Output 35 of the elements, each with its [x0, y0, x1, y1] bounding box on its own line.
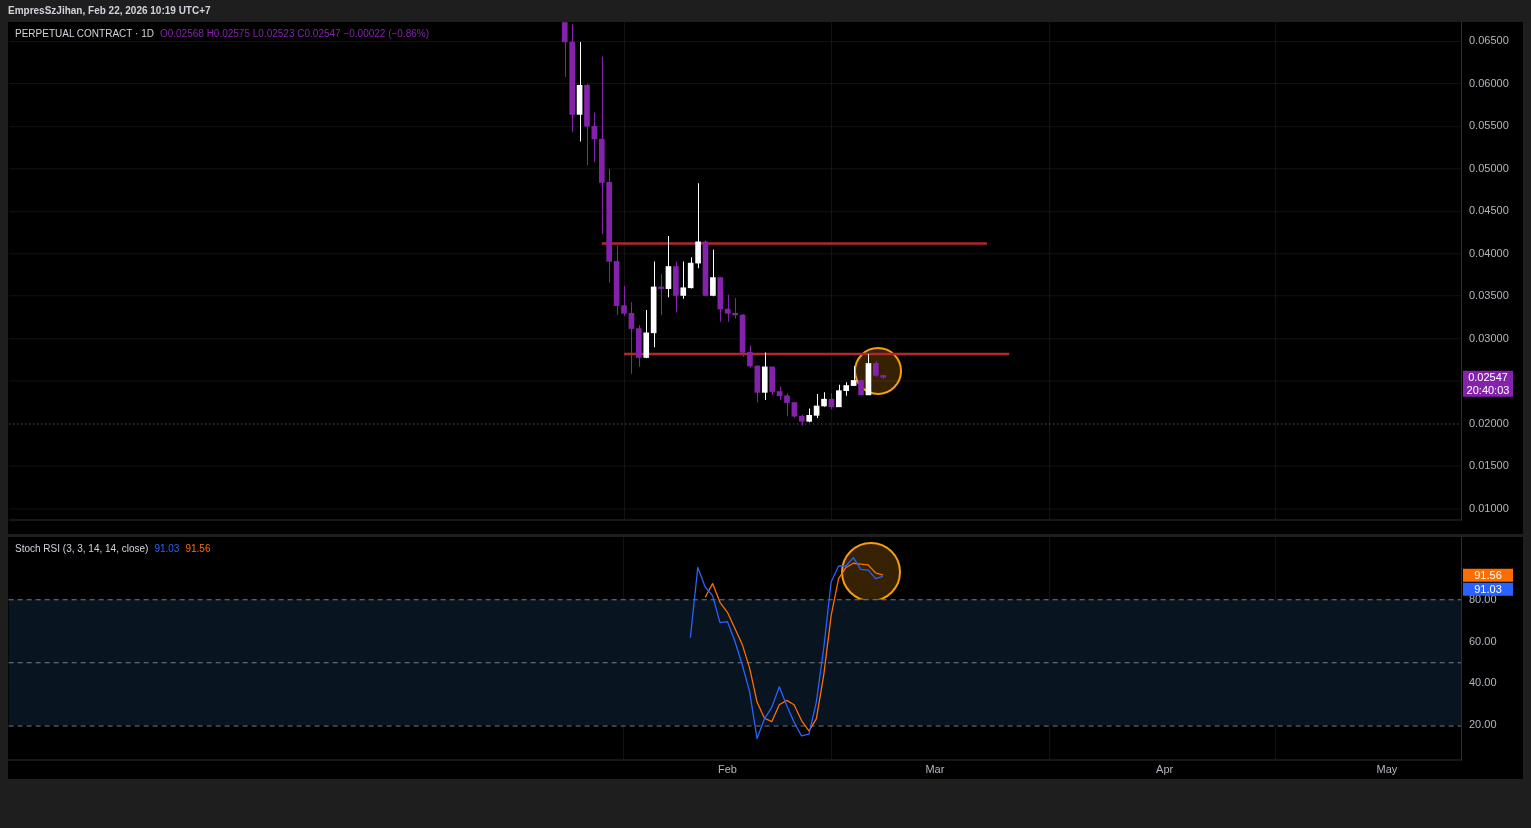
candlestick — [798, 414, 805, 427]
y-tick-label: 0.01500 — [1469, 459, 1509, 472]
candlestick — [673, 261, 679, 314]
candlestick — [680, 261, 687, 300]
y-tick-label: 0.05500 — [1469, 119, 1509, 132]
text: PERPETUAL CONTRACT · 1D — [15, 28, 154, 39]
y-tick-label: 0.03500 — [1469, 289, 1509, 302]
x-tick-label: May — [1376, 763, 1398, 776]
candlestick — [710, 249, 716, 298]
y-tick-label: 40.00 — [1469, 676, 1497, 689]
candlestick — [806, 408, 813, 424]
annotation: O0.02568 H0.02575 L0.02523 C0.02547 −0.00022 (−0.86%) — [159, 28, 430, 39]
y-tick-label: 0.06000 — [1469, 77, 1509, 90]
x-tick-label: Apr — [1156, 763, 1174, 776]
chart-subtitle: EmpresSzJihan, Feb 22, 2026 10:19 UTC+7 — [8, 5, 211, 16]
y-tick-label: 0.06500 — [1469, 34, 1509, 47]
y-tick-label: 0.01000 — [1469, 502, 1509, 515]
candlestick — [784, 393, 790, 418]
text: Stoch RSI (3, 3, 14, 14, close) — [15, 543, 149, 554]
y-tick-label: 0.03000 — [1469, 332, 1509, 345]
y-tick-label: 20.00 — [1469, 718, 1497, 731]
text: 91.56 — [1474, 569, 1502, 582]
annotation: 91.56 — [185, 543, 211, 554]
x-tick-label: Feb — [717, 763, 737, 776]
annotation: 91.03 — [154, 543, 180, 554]
text: 0.02547 — [1468, 371, 1508, 384]
text: 20:40:03 — [1466, 384, 1510, 397]
candlestick — [636, 325, 642, 368]
candlestick — [621, 285, 627, 317]
y-tick-label: 0.04000 — [1469, 247, 1509, 260]
y-tick-label: 0.04500 — [1469, 204, 1509, 217]
y-tick-label: 0.05000 — [1469, 162, 1509, 175]
y-tick-label: 0.02000 — [1469, 417, 1509, 430]
x-tick-label: Mar — [925, 763, 945, 776]
y-tick-label: 60.00 — [1469, 634, 1497, 647]
